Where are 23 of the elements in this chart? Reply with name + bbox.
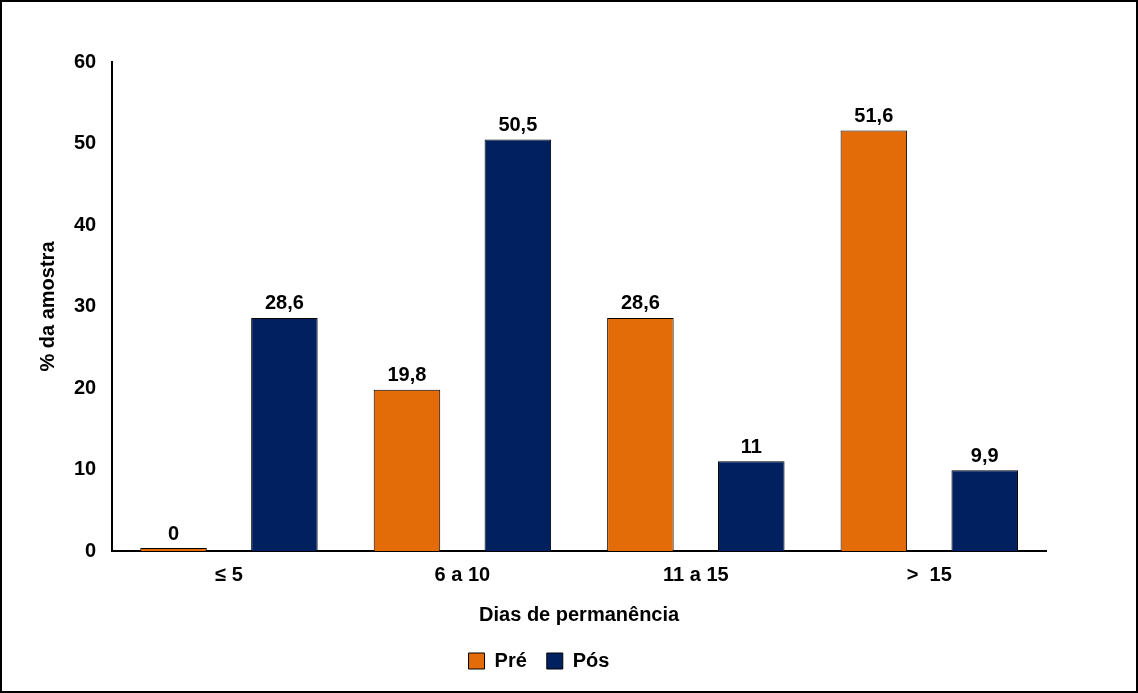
data-label: 51,6 <box>854 103 894 126</box>
x-tick-label: 11 a 15 <box>663 562 729 585</box>
data-label: 50,5 <box>498 112 538 135</box>
y-axis-title: % da amostra <box>35 240 58 372</box>
data-label: 19,8 <box>387 363 427 386</box>
y-tick-label: 50 <box>74 131 97 154</box>
legend-label: Pós <box>572 648 610 671</box>
y-tick-label: 20 <box>74 375 97 398</box>
data-label: 28,6 <box>264 291 304 314</box>
data-label: 9,9 <box>970 443 999 466</box>
data-label: 0 <box>167 521 180 544</box>
y-tick-label: 30 <box>74 294 97 317</box>
data-label: 28,6 <box>620 291 660 314</box>
legend-label: Pré <box>494 648 527 671</box>
y-tick-label: 60 <box>74 49 97 72</box>
x-tick-label: > 15 <box>906 562 952 585</box>
data-label: 11 <box>740 434 762 457</box>
x-tick-label: ≤ 5 <box>215 562 243 585</box>
y-tick-label: 0 <box>85 538 97 561</box>
y-tick-label: 40 <box>74 212 97 235</box>
y-tick-label: 10 <box>74 457 97 480</box>
x-tick-label: 6 a 10 <box>434 562 491 585</box>
x-axis-title: Dias de permanência <box>479 602 681 625</box>
